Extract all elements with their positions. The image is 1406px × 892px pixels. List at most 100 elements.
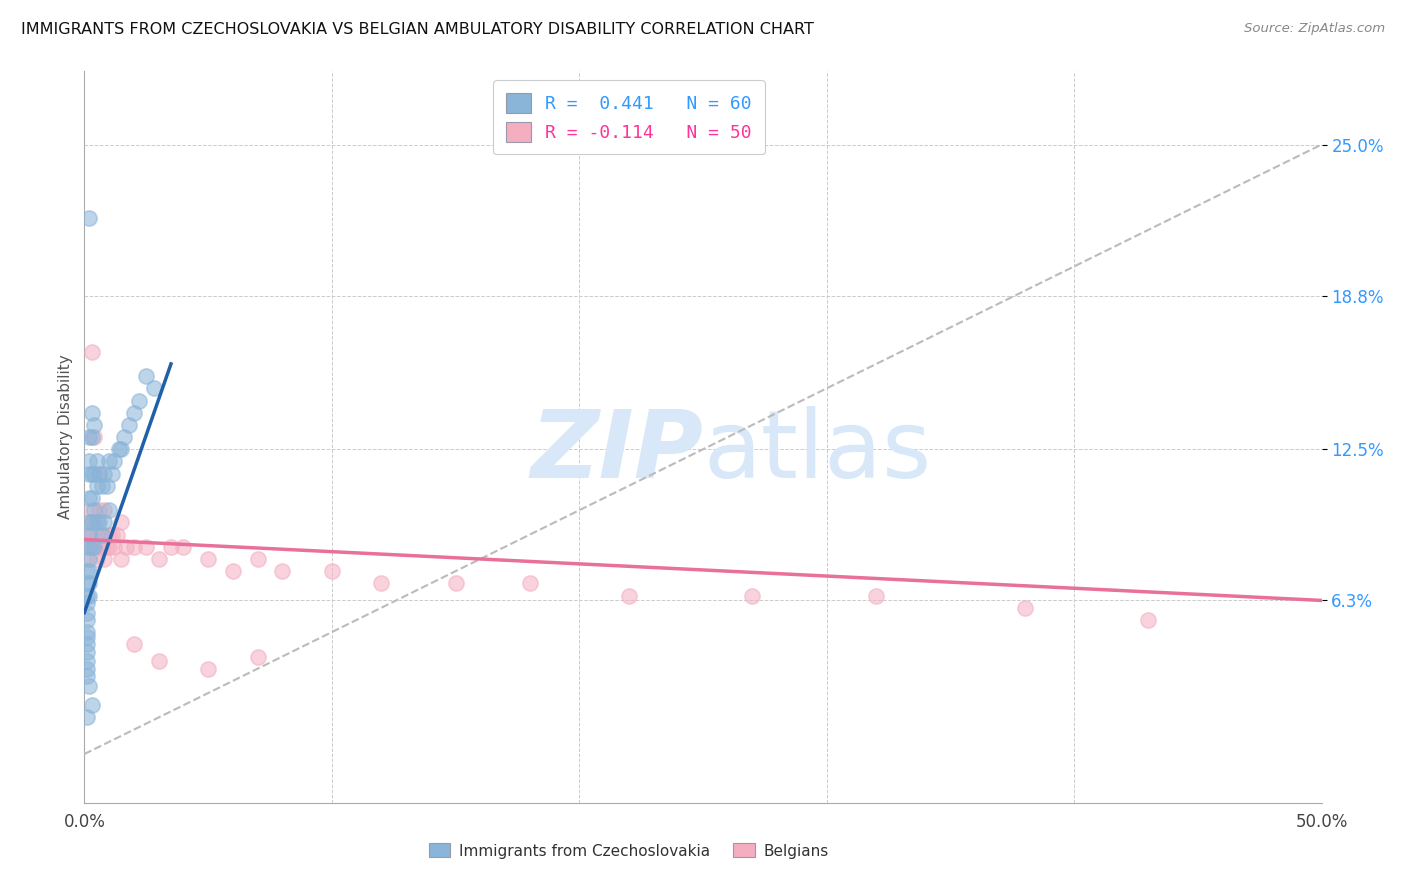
Point — [76, 552, 98, 566]
Point — [76, 589, 98, 603]
Point — [89, 503, 111, 517]
Text: atlas: atlas — [703, 406, 931, 498]
Point — [86, 479, 108, 493]
Point — [76, 625, 98, 640]
Point — [197, 552, 219, 566]
Point — [246, 649, 269, 664]
Point — [135, 369, 157, 384]
Point — [80, 467, 103, 481]
Point — [83, 540, 105, 554]
Point — [741, 589, 763, 603]
Point — [93, 552, 115, 566]
Point — [122, 406, 145, 420]
Point — [865, 589, 887, 603]
Point — [519, 576, 541, 591]
Point — [89, 516, 111, 530]
Point — [98, 454, 121, 468]
Point — [148, 654, 170, 668]
Point — [160, 540, 183, 554]
Point — [128, 393, 150, 408]
Point — [79, 454, 101, 468]
Point — [80, 540, 103, 554]
Point — [122, 637, 145, 651]
Point — [76, 596, 98, 610]
Point — [79, 589, 101, 603]
Point — [76, 669, 98, 683]
Point — [83, 417, 105, 432]
Point — [321, 564, 343, 578]
Point — [89, 467, 111, 481]
Point — [96, 479, 118, 493]
Point — [83, 516, 105, 530]
Point — [172, 540, 194, 554]
Point — [80, 344, 103, 359]
Point — [1014, 600, 1036, 615]
Point — [122, 540, 145, 554]
Point — [89, 540, 111, 554]
Point — [79, 467, 101, 481]
Point — [76, 564, 98, 578]
Point — [100, 527, 122, 541]
Point — [79, 430, 101, 444]
Point — [79, 576, 101, 591]
Point — [444, 576, 467, 591]
Point — [96, 540, 118, 554]
Point — [105, 527, 128, 541]
Point — [76, 710, 98, 724]
Point — [79, 540, 101, 554]
Point — [90, 479, 112, 493]
Point — [79, 552, 101, 566]
Point — [370, 576, 392, 591]
Point — [79, 564, 101, 578]
Point — [80, 491, 103, 505]
Point — [80, 430, 103, 444]
Text: IMMIGRANTS FROM CZECHOSLOVAKIA VS BELGIAN AMBULATORY DISABILITY CORRELATION CHAR: IMMIGRANTS FROM CZECHOSLOVAKIA VS BELGIA… — [21, 22, 814, 37]
Point — [110, 552, 132, 566]
Text: Source: ZipAtlas.com: Source: ZipAtlas.com — [1244, 22, 1385, 36]
Point — [86, 527, 108, 541]
Point — [80, 527, 103, 541]
Point — [118, 417, 141, 432]
Point — [79, 211, 101, 225]
Point — [80, 698, 103, 713]
Point — [76, 630, 98, 644]
Point — [83, 540, 105, 554]
Point — [79, 516, 101, 530]
Point — [222, 564, 245, 578]
Point — [76, 645, 98, 659]
Point — [76, 606, 98, 620]
Point — [76, 654, 98, 668]
Text: ZIP: ZIP — [530, 406, 703, 498]
Point — [93, 467, 115, 481]
Point — [76, 527, 98, 541]
Point — [80, 406, 103, 420]
Point — [79, 527, 101, 541]
Point — [89, 467, 111, 481]
Point — [90, 527, 112, 541]
Point — [76, 637, 98, 651]
Point — [86, 552, 108, 566]
Point — [98, 527, 121, 541]
Point — [80, 503, 103, 517]
Point — [83, 503, 105, 517]
Legend: Immigrants from Czechoslovakia, Belgians: Immigrants from Czechoslovakia, Belgians — [422, 838, 835, 864]
Point — [103, 540, 125, 554]
Point — [93, 516, 115, 530]
Point — [110, 516, 132, 530]
Point — [1137, 613, 1160, 627]
Point — [79, 516, 101, 530]
Point — [100, 467, 122, 481]
Point — [246, 552, 269, 566]
Point — [86, 454, 108, 468]
Point — [93, 527, 115, 541]
Point — [76, 576, 98, 591]
Point — [108, 442, 131, 457]
Point — [79, 679, 101, 693]
Point — [98, 503, 121, 517]
Y-axis label: Ambulatory Disability: Ambulatory Disability — [58, 355, 73, 519]
Point — [110, 442, 132, 457]
Point — [80, 516, 103, 530]
Point — [76, 613, 98, 627]
Point — [617, 589, 640, 603]
Point — [115, 540, 138, 554]
